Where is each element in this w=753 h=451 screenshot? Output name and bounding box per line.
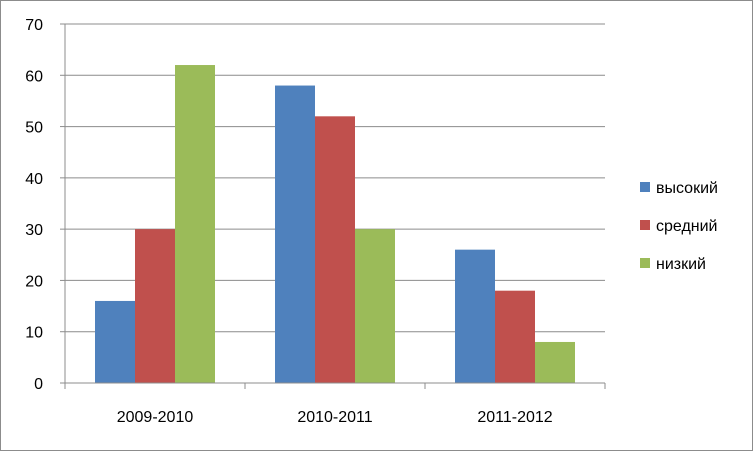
bar-средний-2009-2010 — [135, 229, 175, 383]
bar-низкий-2009-2010 — [175, 65, 215, 384]
y-tick-labels: 0 10 20 30 40 50 60 70 — [25, 17, 43, 393]
y-tick-label: 70 — [25, 17, 43, 34]
y-tick-label: 40 — [25, 171, 43, 188]
y-tick-label: 20 — [25, 273, 43, 290]
bars — [95, 65, 575, 384]
x-tick-label: 2011-2012 — [477, 409, 552, 426]
bar-средний-2010-2011 — [315, 116, 355, 384]
legend-label: высокий — [656, 180, 718, 197]
bar-низкий-2011-2012 — [535, 341, 575, 383]
legend-label: низкий — [656, 256, 706, 273]
x-tick-labels: 2009-2010 2010-2011 2011-2012 — [117, 409, 553, 426]
y-tick-label: 10 — [25, 325, 43, 342]
y-tick-label: 0 — [34, 376, 43, 393]
x-tick-label: 2010-2011 — [297, 409, 372, 426]
y-tick-label: 60 — [25, 68, 43, 85]
bar-низкий-2010-2011 — [355, 229, 395, 383]
y-tick-label: 50 — [25, 120, 43, 137]
x-tick-label: 2009-2010 — [117, 409, 194, 426]
legend-label: средний — [656, 218, 718, 235]
bar-высокий-2010-2011 — [275, 85, 315, 384]
legend: высокий средний низкий — [640, 180, 718, 273]
legend-swatch-низкий — [640, 258, 650, 268]
axes — [60, 23, 606, 389]
legend-swatch-средний — [640, 220, 650, 230]
bar-высокий-2011-2012 — [455, 249, 495, 383]
legend-swatch-высокий — [640, 182, 650, 192]
bar-средний-2011-2012 — [495, 290, 535, 383]
bar-высокий-2009-2010 — [95, 300, 135, 383]
y-tick-label: 30 — [25, 222, 43, 239]
